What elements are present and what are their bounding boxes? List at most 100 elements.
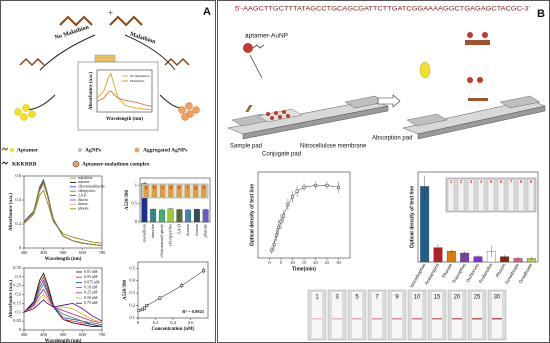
inset-tube	[527, 178, 535, 212]
x-tick-label: phorate	[203, 224, 208, 238]
y-axis-label: A520/390	[123, 280, 128, 301]
series-line	[96, 90, 153, 107]
series-line	[96, 72, 153, 111]
x-axis-label: Wavelength (nm)	[106, 117, 143, 122]
x-tick-label: 0	[268, 260, 271, 265]
strip	[372, 292, 382, 338]
pad-label: Nitrocellulose membrane	[300, 144, 367, 150]
y-tick-label: 0.1	[15, 309, 21, 314]
inset-tube	[143, 184, 149, 198]
strip	[492, 292, 502, 338]
legend-text: malathion	[78, 176, 93, 180]
strip-label: 3	[335, 295, 339, 301]
marker	[337, 185, 340, 189]
strip-label: 9	[395, 295, 399, 301]
inset-label: 4	[480, 179, 483, 184]
bar	[193, 209, 200, 223]
x-tick-label: 5	[280, 260, 283, 265]
marker	[143, 306, 147, 310]
y-tick-label: 0.05	[13, 318, 22, 323]
marker	[145, 304, 149, 308]
legend-text: 0.05 nM	[84, 274, 98, 279]
inset-tube	[457, 178, 465, 212]
series-line	[23, 299, 103, 322]
test-line	[332, 318, 342, 320]
svg-text:+: +	[108, 8, 113, 18]
y-tick-label: 1	[135, 182, 137, 187]
inset-label: b	[153, 185, 156, 190]
series-line	[23, 180, 103, 246]
x-axis-label: Time(min)	[292, 266, 316, 272]
y-tick-label: 0	[135, 219, 138, 224]
x-axis-label: Wavelength (nm)	[45, 257, 82, 262]
test-line	[412, 318, 422, 320]
illustration-a: +	[1, 8, 200, 168]
marker	[281, 214, 285, 218]
marker	[158, 296, 162, 300]
inset-label: 5	[490, 179, 493, 184]
strip	[452, 292, 462, 338]
legend-text: 2,4-D	[78, 193, 87, 198]
inset-label: 7	[510, 179, 513, 184]
strip-label: 20	[454, 295, 461, 301]
x-tick-label: 300	[21, 332, 29, 337]
x-tick-label: 0.2	[153, 320, 159, 325]
legend-text: KKKRRR	[12, 161, 38, 167]
x-tick-label: chlorantraniliprole	[159, 224, 164, 258]
test-line	[452, 318, 462, 320]
strip-label: 1	[315, 295, 319, 301]
y-tick-label: 0.5	[131, 201, 137, 206]
strip	[472, 292, 482, 338]
strip	[332, 292, 342, 338]
x-tick-label: 500	[60, 332, 68, 337]
inset-tube	[176, 184, 182, 198]
legend-text: No Malathion	[130, 74, 150, 78]
y-axis-label: Optical density of test line	[249, 184, 255, 246]
marker	[274, 233, 278, 237]
test-line	[492, 318, 502, 320]
probe-label: aptamer-AuNP	[245, 33, 288, 40]
inset-label: 9	[530, 179, 533, 184]
inset-tube	[192, 184, 199, 198]
strip	[392, 292, 402, 338]
y-tick-label: 0.35	[13, 265, 22, 270]
marker	[286, 203, 290, 206]
series-line	[23, 189, 103, 244]
y-tick-label: 0.1	[129, 315, 135, 320]
inset-label: 2	[460, 179, 463, 184]
x-tick-label: 10	[290, 260, 295, 265]
inset-label: c	[162, 185, 165, 190]
legend-text: AgNPs	[85, 147, 101, 153]
x-tick-label: 400	[40, 250, 48, 255]
inset-tube	[497, 178, 505, 212]
y-tick-label: 0.4	[15, 197, 21, 202]
y-tick-label: 0.3	[129, 290, 135, 295]
strip-label: 5	[355, 295, 359, 301]
marker	[137, 309, 141, 312]
x-tick-label: 300	[21, 250, 29, 255]
bar	[167, 208, 174, 223]
y-tick-label: 0.25	[13, 283, 22, 288]
legend-text: 0.25 nM	[84, 290, 98, 295]
inset-tube	[184, 184, 190, 198]
x-tick-label: diuron	[194, 223, 199, 235]
x-tick-label: 25	[325, 260, 330, 265]
pad-label: Absorption pad	[372, 136, 412, 142]
aptamer-sequence: 5'-AAGCTTGCTTTATAGCCTGCAGCGATTCTTGATCGGA…	[235, 7, 530, 13]
inset-label: f	[187, 185, 189, 190]
bar	[202, 209, 209, 223]
legend-text: atrazine	[78, 180, 90, 184]
inset-label: g	[194, 185, 197, 190]
x-tick-label: 600	[79, 250, 87, 255]
inset-label: 3	[470, 179, 473, 184]
series-line	[23, 272, 102, 327]
y-tick-label: 0.6	[15, 173, 21, 178]
y-tick-label: 0.4	[129, 278, 135, 283]
strip	[312, 292, 322, 338]
plot-frame	[96, 69, 153, 113]
test-line	[472, 318, 482, 320]
test-line	[392, 318, 402, 320]
bar	[185, 209, 192, 223]
y-tick-label: 0.2	[15, 292, 21, 297]
